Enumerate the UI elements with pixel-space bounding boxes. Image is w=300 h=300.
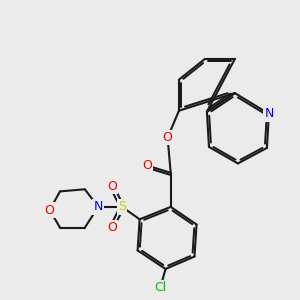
- Text: S: S: [118, 200, 126, 213]
- Text: O: O: [142, 159, 152, 172]
- Text: N: N: [264, 107, 274, 120]
- Text: Cl: Cl: [154, 281, 167, 294]
- Text: O: O: [107, 180, 117, 193]
- Text: O: O: [107, 221, 117, 234]
- Text: O: O: [45, 203, 55, 217]
- Text: N: N: [94, 200, 103, 213]
- Text: O: O: [163, 131, 172, 144]
